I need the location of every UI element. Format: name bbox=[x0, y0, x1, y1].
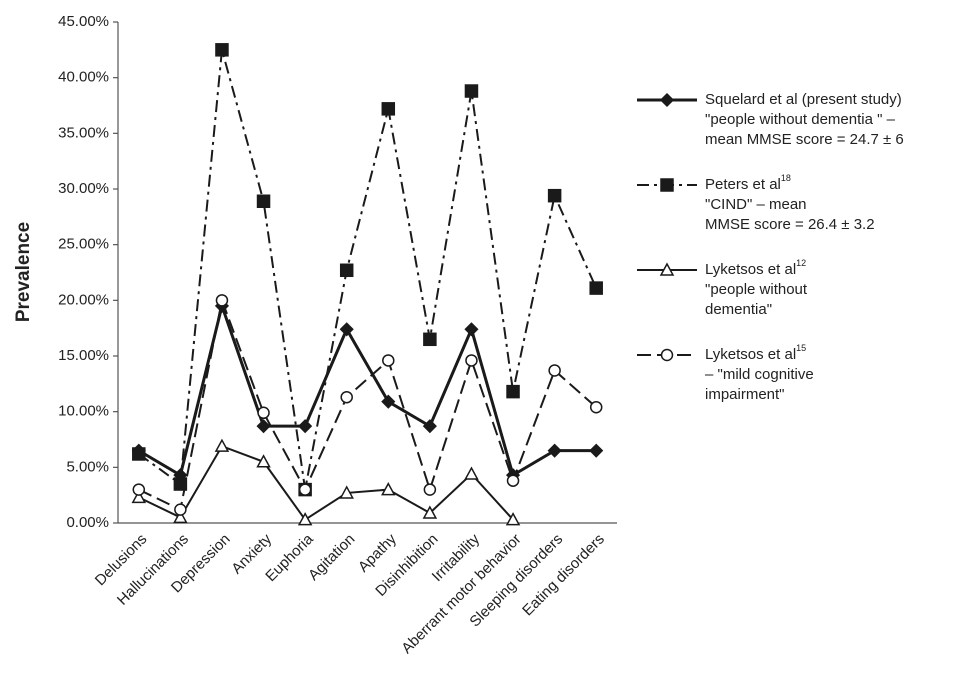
marker bbox=[256, 454, 271, 468]
marker bbox=[257, 406, 270, 420]
legend-sup: 12 bbox=[796, 258, 806, 268]
marker bbox=[547, 443, 562, 458]
marker bbox=[547, 188, 562, 203]
legend-name: Peters et al bbox=[705, 176, 781, 193]
legend-note: mean MMSE score = 24.7 ± 6 bbox=[705, 131, 904, 148]
marker bbox=[339, 263, 354, 278]
marker bbox=[464, 322, 479, 337]
series-line bbox=[138, 296, 597, 512]
legend-note: "people without bbox=[705, 281, 808, 298]
marker bbox=[339, 485, 354, 499]
marker bbox=[297, 512, 313, 526]
y-tick-label: 25.00% bbox=[58, 236, 109, 253]
marker bbox=[422, 419, 437, 434]
marker bbox=[589, 443, 604, 458]
marker bbox=[174, 503, 187, 516]
legend-sup: 15 bbox=[796, 343, 806, 353]
marker bbox=[465, 354, 478, 367]
marker bbox=[214, 438, 230, 452]
marker bbox=[131, 489, 147, 504]
marker bbox=[423, 332, 437, 347]
y-tick-label: 45.00% bbox=[58, 13, 109, 30]
marker bbox=[256, 419, 271, 434]
marker bbox=[589, 400, 603, 414]
marker bbox=[381, 394, 396, 409]
marker bbox=[298, 483, 312, 496]
legend-label: Lyketsos et al12 bbox=[705, 258, 806, 278]
series-line bbox=[138, 300, 597, 478]
legend-note: impairment" bbox=[705, 386, 785, 403]
marker bbox=[132, 483, 146, 496]
legend-note: dementia" bbox=[705, 301, 772, 318]
marker bbox=[464, 84, 479, 98]
marker bbox=[660, 178, 674, 192]
marker bbox=[659, 92, 675, 108]
y-tick-label: 20.00% bbox=[58, 291, 109, 308]
marker bbox=[505, 512, 521, 526]
legend-label: Peters et al18 bbox=[705, 173, 791, 193]
y-tick-label: 15.00% bbox=[58, 347, 109, 364]
x-tick-label: Agitation bbox=[305, 531, 358, 584]
marker bbox=[173, 509, 188, 524]
y-tick-label: 40.00% bbox=[58, 69, 109, 86]
marker bbox=[215, 294, 229, 307]
marker bbox=[381, 482, 396, 496]
marker bbox=[340, 390, 353, 404]
marker bbox=[506, 474, 520, 487]
legend-label: Squelard et al (present study) bbox=[705, 91, 902, 108]
marker bbox=[132, 447, 146, 461]
marker bbox=[660, 348, 674, 362]
legend-note: "people without dementia " – bbox=[705, 111, 896, 128]
marker bbox=[381, 102, 396, 116]
marker bbox=[422, 505, 438, 519]
series-line bbox=[138, 49, 598, 490]
legend-sup: 18 bbox=[781, 173, 791, 183]
series-line bbox=[138, 444, 514, 522]
legend-name: Lyketsos et al bbox=[705, 261, 796, 278]
legend-note: – "mild cognitive bbox=[705, 366, 814, 383]
y-tick-label: 10.00% bbox=[58, 403, 109, 420]
marker bbox=[382, 354, 395, 367]
marker bbox=[589, 281, 603, 295]
y-tick-label: 30.00% bbox=[58, 180, 109, 197]
marker bbox=[215, 43, 229, 57]
legend-note: "CIND" – mean bbox=[705, 196, 807, 213]
marker bbox=[298, 419, 313, 434]
marker bbox=[464, 466, 479, 480]
legend-label: Lyketsos et al15 bbox=[705, 343, 806, 363]
marker bbox=[339, 322, 354, 337]
marker bbox=[659, 262, 675, 276]
y-tick-label: 35.00% bbox=[58, 124, 109, 141]
legend-name: Lyketsos et al bbox=[705, 346, 796, 363]
marker bbox=[548, 364, 561, 377]
marker bbox=[506, 384, 520, 399]
legend-note: MMSE score = 26.4 ± 3.2 bbox=[705, 216, 875, 233]
marker bbox=[256, 194, 271, 208]
y-tick-label: 0.00% bbox=[66, 514, 109, 531]
y-axis-title: Prevalence bbox=[13, 222, 34, 322]
y-tick-label: 5.00% bbox=[66, 458, 109, 475]
legend-name: Squelard et al (present study) bbox=[705, 91, 902, 108]
marker bbox=[423, 483, 437, 496]
